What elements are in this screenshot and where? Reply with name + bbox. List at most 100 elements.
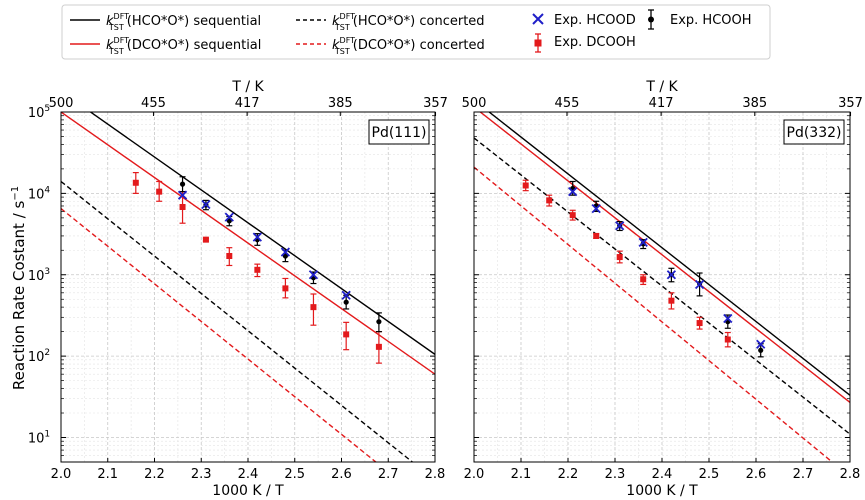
point-hcood	[723, 313, 733, 324]
point-hcood	[615, 221, 625, 231]
point-hcood	[568, 187, 578, 197]
point-dcooh	[310, 304, 317, 311]
point-dcooh	[546, 197, 553, 204]
x-tick-label: 2.6	[331, 467, 352, 482]
top-tick-label: 417	[235, 96, 260, 111]
legend-entry-dco-sequential: kDFT TST (DCO*O*) sequential	[70, 36, 261, 56]
legend-label: kDFT TST (HCO*O*) concerted	[332, 12, 485, 32]
top-axis-title: T / K	[231, 79, 264, 95]
point-hcood	[280, 247, 291, 257]
point-dcooh	[254, 266, 261, 273]
x-tick-label: 2.2	[558, 467, 579, 482]
panel-pd332: 2.0 2.1 2.2 2.3 2.4 2.5 2.6 2.7 2.8 500 455 417 385 3…	[462, 79, 863, 499]
point-hcood	[224, 212, 234, 222]
point-dcooh	[640, 276, 647, 283]
point-dcooh	[569, 212, 576, 219]
point-dcooh	[724, 336, 731, 343]
point-dcooh	[593, 232, 600, 239]
x-tick-label: 2.3	[605, 467, 626, 482]
x-tick-label: 2.2	[144, 467, 165, 482]
series-lines	[474, 112, 850, 462]
point-hcooh	[282, 253, 288, 259]
point-dcooh	[156, 188, 163, 195]
top-tick-label: 417	[649, 96, 674, 111]
series-line-0	[89, 112, 435, 355]
x-tick-label: 2.7	[378, 467, 399, 482]
top-tick-label: 500	[49, 96, 74, 111]
legend-entry-exp-dcooh: Exp. DCOOH	[534, 33, 636, 53]
x-tick-label: 2.8	[425, 467, 446, 482]
x-tick-label: 2.1	[97, 467, 118, 482]
x-tick-label: 2.6	[746, 467, 767, 482]
series-line-1	[61, 112, 435, 375]
top-axis-title: T / K	[645, 79, 678, 95]
x-axis-title: 1000 K / T	[212, 483, 284, 499]
panel-label: Pd(111)	[372, 125, 427, 141]
point-dcooh	[343, 331, 350, 338]
top-tick-label: 357	[423, 96, 448, 111]
point-hcood	[591, 203, 601, 214]
x-tick-label: 2.3	[191, 467, 212, 482]
series-line-3	[61, 208, 377, 462]
series-line-0	[488, 112, 850, 396]
point-hcood	[308, 270, 319, 280]
legend-entry-dco-concerted: kDFT TST (DCO*O*) concerted	[296, 36, 485, 56]
point-dcooh	[522, 182, 529, 189]
point-hcood	[666, 270, 677, 280]
x-tick-label: 2.0	[51, 467, 72, 482]
point-hcooh	[343, 299, 349, 305]
legend-label: Exp. HCOOD	[554, 13, 636, 28]
y-axis-title: Reaction Rate Costant / s−1	[10, 186, 28, 390]
y-tick-label: 103	[28, 267, 50, 284]
legend-label: kDFT TST (DCO*O*) sequential	[106, 36, 261, 56]
legend-label: Exp. HCOOH	[670, 13, 752, 28]
square-marker-icon	[534, 39, 542, 47]
point-dcooh	[179, 204, 186, 211]
point-hcooh	[376, 319, 382, 325]
x-tick-label: 2.7	[793, 467, 814, 482]
x-tick-label: 2.4	[238, 467, 259, 482]
point-hcood	[756, 339, 766, 349]
point-dcooh	[282, 285, 289, 292]
point-hcooh	[758, 347, 764, 353]
y-tick-label: 104	[28, 185, 51, 202]
point-hcood	[341, 290, 351, 300]
x-axis-title: 1000 K / T	[626, 483, 698, 499]
y-tick-label: 105	[28, 104, 50, 121]
legend: kDFT TST (HCO*O*) sequential kDFT TST (DCO*O…	[61, 4, 771, 60]
legend-entry-hco-sequential: kDFT TST (HCO*O*) sequential	[70, 12, 261, 32]
series-line-1	[479, 112, 850, 403]
point-hcood	[177, 190, 188, 200]
legend-label: kDFT TST (DCO*O*) concerted	[332, 36, 485, 56]
legend-label: kDFT TST (HCO*O*) sequential	[106, 12, 261, 32]
point-dcooh	[616, 254, 623, 261]
y-tick-label: 101	[28, 430, 50, 447]
top-tick-label: 455	[555, 96, 580, 111]
point-hcooh	[179, 181, 186, 187]
top-tick-label: 385	[742, 96, 767, 111]
legend-label: Exp. DCOOH	[554, 35, 636, 50]
x-tick-label: 2.5	[699, 467, 720, 482]
top-tick-label: 385	[328, 96, 353, 111]
legend-frame	[61, 4, 771, 60]
x-tick-label: 2.4	[652, 467, 673, 482]
x-tick-label: 2.1	[511, 467, 532, 482]
x-marker-icon	[532, 13, 544, 25]
panel-pd111: 2.0 2.1 2.2 2.3 2.4 2.5 2.6 2.7 2.8 500 455 417 385 3…	[28, 79, 448, 499]
x-tick-label: 2.5	[284, 467, 305, 482]
point-hcood	[638, 237, 648, 248]
legend-entry-hco-concerted: kDFT TST (HCO*O*) concerted	[296, 12, 485, 32]
point-hcood	[201, 199, 211, 210]
circle-marker-icon	[648, 16, 654, 23]
panel-label: Pd(332)	[787, 125, 842, 141]
legend-entry-exp-hcooh: Exp. HCOOH	[648, 9, 752, 30]
panel-label-box	[368, 119, 430, 145]
legend-entry-exp-hcood: Exp. HCOOD	[532, 13, 636, 28]
point-dcooh	[132, 179, 139, 186]
point-dcooh	[668, 297, 675, 304]
point-hcood	[252, 232, 262, 242]
point-dcooh	[226, 252, 233, 259]
panel-label-box	[783, 119, 845, 145]
x-tick-label: 2.8	[840, 467, 861, 482]
top-tick-label: 455	[141, 96, 166, 111]
